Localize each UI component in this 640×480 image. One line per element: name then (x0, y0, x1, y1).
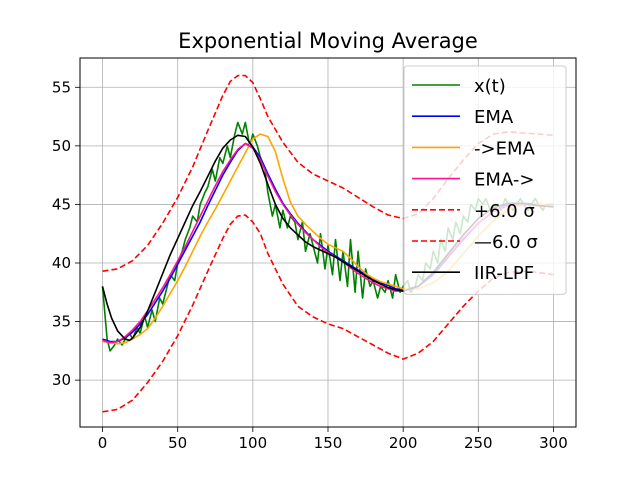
x-tick-label: 50 (168, 434, 187, 452)
legend-box (403, 65, 567, 295)
x-tick-label: 150 (314, 434, 343, 452)
legend-label: EMA (474, 107, 514, 128)
y-tick-label: 35 (52, 313, 71, 331)
legend: x(t) EMA ->EMA EMA-> +6.0 σ —6.0 σ IIR-LPF (403, 65, 567, 295)
legend-label: IIR-LPF (474, 263, 534, 284)
plot-area (101, 74, 554, 413)
legend-label: EMA-> (474, 170, 534, 191)
y-tick-label: 30 (52, 371, 71, 389)
x-tick-label: 100 (239, 434, 268, 452)
x-tick-label: 0 (98, 434, 108, 452)
x-tick-label: 300 (539, 434, 568, 452)
y-tick-label: 50 (52, 137, 71, 155)
axis-ticks: 0 50 100 150 200 250 300 30 35 40 45 50 55 (52, 78, 568, 452)
legend-label: +6.0 σ (474, 201, 535, 222)
legend-label: x(t) (474, 76, 506, 97)
series-line-5-6-0 (102, 74, 554, 272)
y-tick-label: 45 (52, 195, 71, 213)
series-line-6-6-0 (102, 214, 554, 413)
chart-title: Exponential Moving Average (178, 29, 478, 53)
y-tick-label: 40 (52, 254, 71, 272)
y-tick-label: 55 (52, 78, 71, 96)
legend-label: —6.0 σ (474, 232, 538, 253)
legend-label: ->EMA (474, 138, 535, 159)
x-tick-label: 200 (389, 434, 418, 452)
x-tick-label: 250 (464, 434, 493, 452)
